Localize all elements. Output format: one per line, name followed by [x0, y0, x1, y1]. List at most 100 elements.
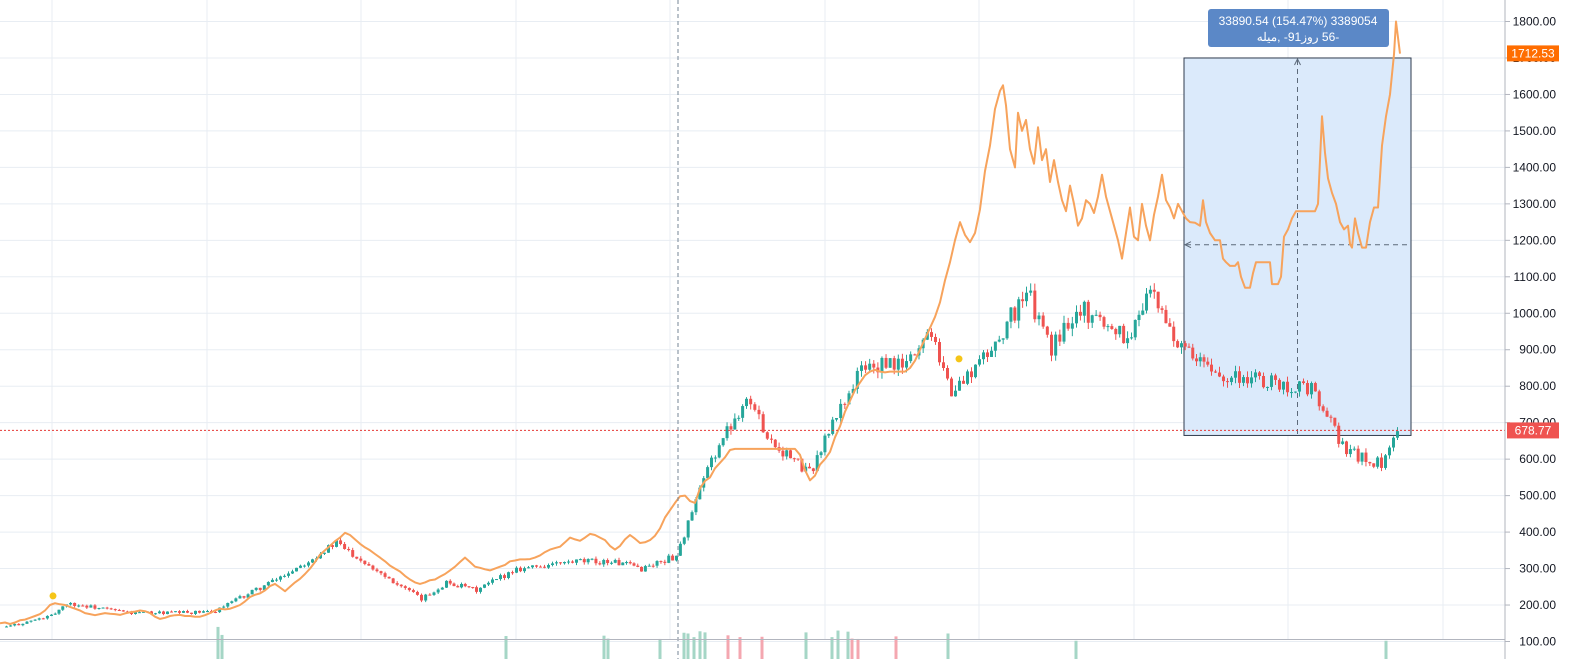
- candle-up: [1133, 320, 1137, 338]
- axis-tick-label: 300.00: [1519, 562, 1556, 576]
- candle-down: [1313, 383, 1317, 392]
- candle-up: [698, 487, 702, 500]
- candle-down: [864, 365, 868, 370]
- candle-down: [519, 567, 522, 572]
- price-badges: 1712.53 678.77: [1507, 45, 1559, 439]
- candle-down: [757, 409, 761, 415]
- volume-bar: [804, 632, 808, 659]
- volume-bar: [698, 631, 702, 659]
- candle-up: [194, 610, 197, 614]
- candle-down: [1238, 371, 1241, 383]
- axis-tick-label: 500.00: [1519, 489, 1556, 503]
- candle-down: [770, 438, 773, 440]
- volume-bar: [726, 635, 730, 659]
- candle-down: [399, 584, 403, 587]
- candle-up: [327, 545, 330, 553]
- candle-down: [1058, 334, 1062, 342]
- candle-down: [1258, 372, 1261, 377]
- candle-up: [1145, 293, 1148, 311]
- candle-up: [690, 512, 694, 521]
- price-axis[interactable]: 100.00200.00300.00400.00500.00600.00700.…: [1505, 15, 1556, 649]
- candle-down: [571, 561, 574, 563]
- measure-tooltip-line2: -56 روز91- ,میله: [1257, 30, 1340, 44]
- candle-down: [258, 587, 262, 590]
- candle-up: [710, 457, 713, 468]
- candle-up: [230, 601, 234, 603]
- candle-up: [57, 609, 61, 614]
- candle-down: [1122, 325, 1126, 344]
- candle-down: [1045, 326, 1049, 335]
- candle-down: [1176, 341, 1180, 348]
- candle-up: [262, 585, 266, 590]
- candle-down: [1102, 317, 1106, 327]
- candle-up: [89, 605, 93, 608]
- candle-up: [97, 608, 101, 610]
- candle-up: [335, 540, 338, 547]
- candle-up: [1254, 372, 1257, 378]
- candle-down: [1033, 290, 1037, 320]
- candle-up: [888, 358, 892, 368]
- candle-up: [158, 611, 161, 614]
- candle-down: [892, 358, 896, 370]
- candle-down: [843, 403, 847, 405]
- candle-down: [467, 586, 471, 588]
- volume-bar: [946, 633, 950, 659]
- candle-up: [1017, 299, 1021, 321]
- candle-up: [29, 620, 33, 622]
- candle-up: [1360, 452, 1364, 462]
- candle-up: [1070, 323, 1074, 329]
- candle-up: [61, 606, 65, 610]
- candle-down: [363, 560, 367, 564]
- candle-down: [594, 558, 598, 564]
- candle-up: [432, 592, 436, 595]
- candle-down: [1246, 377, 1249, 384]
- candle-down: [659, 561, 663, 563]
- candle-down: [1021, 299, 1025, 302]
- candle-up: [1234, 371, 1237, 378]
- axis-tick-label: 1600.00: [1513, 87, 1557, 101]
- volume-bar: [830, 637, 834, 659]
- candle-up: [1001, 338, 1005, 340]
- candle-down: [942, 362, 945, 368]
- candle-up: [686, 520, 690, 538]
- candle-down: [1098, 314, 1102, 318]
- candle-up: [1009, 307, 1013, 322]
- candle-down: [792, 458, 796, 460]
- candle-up: [299, 565, 302, 568]
- last-price-label: 678.77: [1515, 423, 1552, 437]
- candle-up: [682, 537, 686, 544]
- candle-up: [440, 587, 444, 590]
- candle-down: [93, 605, 97, 609]
- candle-up: [1126, 338, 1130, 344]
- candle-down: [214, 612, 218, 614]
- candle-down: [1364, 452, 1368, 462]
- candle-up: [291, 571, 294, 574]
- candle-down: [1368, 461, 1372, 464]
- candle-down: [1202, 357, 1206, 362]
- candle-up: [254, 587, 258, 590]
- candle-down: [986, 352, 989, 357]
- candle-down: [636, 565, 640, 567]
- candle-down: [970, 371, 973, 378]
- candle-up: [250, 589, 254, 595]
- candle-down: [671, 555, 675, 561]
- candle-up: [1094, 314, 1098, 316]
- candle-up: [823, 435, 827, 453]
- candle-down: [1156, 291, 1160, 309]
- candle-up: [50, 614, 53, 616]
- candle-up: [1270, 375, 1273, 387]
- candle-down: [367, 563, 371, 566]
- candle-up: [295, 567, 298, 572]
- candle-up: [706, 467, 710, 479]
- candle-down: [938, 342, 941, 363]
- candle-up: [625, 562, 628, 564]
- candle-up: [5, 626, 8, 628]
- candle-down: [471, 587, 475, 589]
- volume-bar: [856, 638, 860, 659]
- candle-up: [1230, 377, 1233, 383]
- axis-tick-label: 400.00: [1519, 525, 1556, 539]
- candle-up: [733, 418, 737, 430]
- candle-down: [1333, 417, 1337, 426]
- candle-up: [647, 565, 651, 567]
